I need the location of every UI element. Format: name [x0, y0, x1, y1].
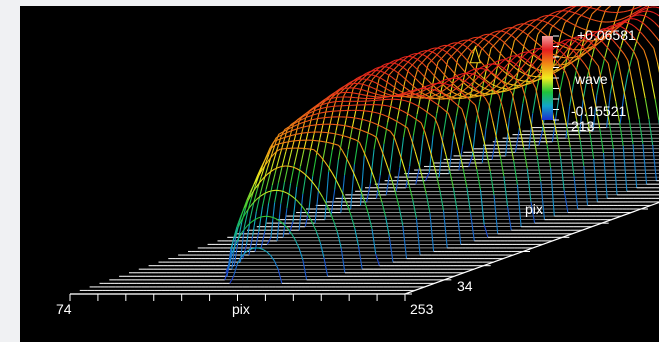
surface-plot — [69, 6, 659, 301]
surface-profile-line — [129, 165, 464, 274]
surface-profile-line — [109, 215, 445, 281]
surface-profile-line — [463, 6, 643, 153]
colorbar-min-label: -0.15521 — [571, 103, 627, 119]
surface-profile-line — [99, 247, 435, 284]
surface-profile-line — [296, 55, 632, 214]
surface-profile-line — [355, 36, 659, 192]
surface-profile-line — [256, 72, 592, 228]
x-axis-title: pix — [232, 301, 250, 317]
surface-profile-line — [119, 189, 455, 277]
plot-frame: +0.06581 wave -0.15521 213 pix 34 74 pix… — [20, 6, 659, 342]
colorbar — [542, 36, 553, 120]
surface-profile-line — [138, 147, 474, 270]
surface-profile-line — [384, 27, 659, 182]
x-axis-max-label: 253 — [410, 301, 434, 317]
surface-profile-line — [188, 109, 523, 253]
surface-profile-line — [207, 98, 543, 245]
y-axis-max-label: 213 — [571, 118, 595, 134]
colorbar-max-label: +0.06581 — [577, 27, 636, 43]
x-axis-min-label: 74 — [56, 301, 72, 317]
surface-profile-line — [276, 63, 612, 221]
surface-profile-line — [178, 116, 514, 256]
surface-spike — [469, 45, 482, 64]
surface-profile-line — [345, 39, 659, 196]
colorbar-unit-label: wave — [575, 71, 608, 87]
surface-profile-line — [237, 82, 573, 235]
surface-profile-line — [532, 6, 635, 129]
surface-profile-line — [227, 87, 563, 238]
surface-profile-line — [404, 21, 659, 175]
y-axis-min-label: 34 — [457, 278, 473, 294]
y-axis-title: pix — [525, 201, 543, 217]
surface-profile-line — [168, 123, 504, 260]
surface-profile-line — [158, 131, 494, 263]
surface-profile-line — [148, 139, 484, 267]
surface-profile-line — [414, 18, 659, 171]
